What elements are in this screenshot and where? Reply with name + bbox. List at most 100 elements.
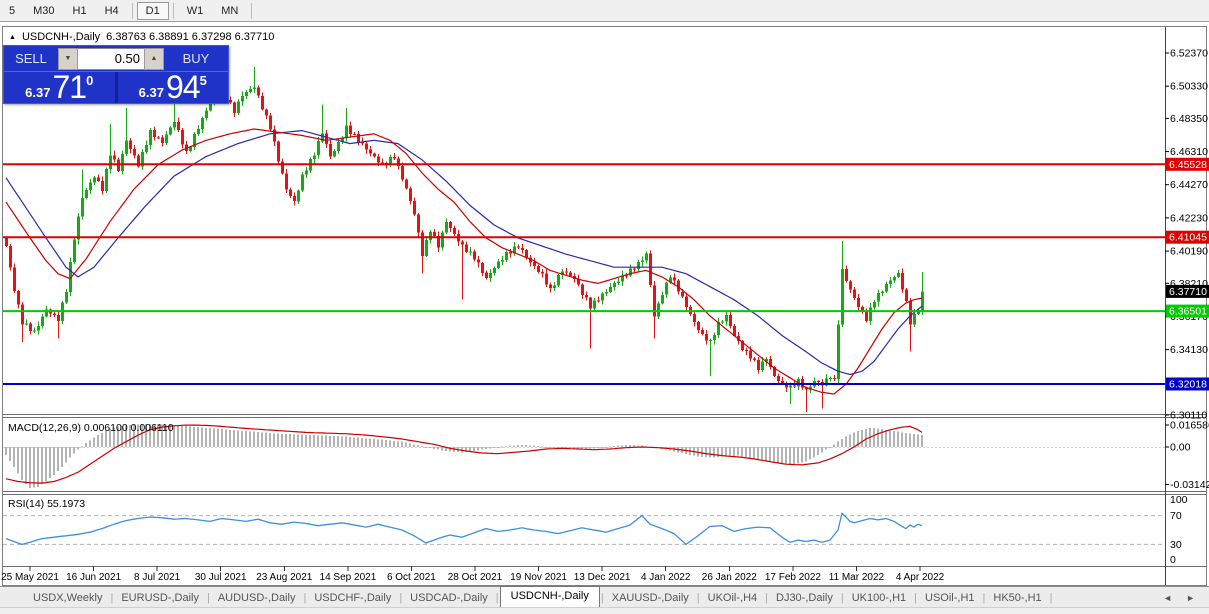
svg-text:6.37710: 6.37710 bbox=[1169, 286, 1207, 298]
svg-text:16 Jun 2021: 16 Jun 2021 bbox=[66, 572, 121, 583]
chart-frame bbox=[2, 26, 1207, 586]
svg-text:11 Mar 2022: 11 Mar 2022 bbox=[829, 572, 885, 583]
buy-price-big: 94 bbox=[165, 69, 201, 105]
chevron-up-icon: ▲ bbox=[150, 55, 158, 62]
chart-symbol-period: USDCNH-,Daily bbox=[21, 31, 101, 43]
svg-text:14 Sep 2021: 14 Sep 2021 bbox=[320, 572, 377, 583]
tab-separator: | bbox=[914, 591, 917, 604]
tab-hk50-h1[interactable]: HK50-,H1 bbox=[993, 591, 1042, 604]
rsi-label: RSI(14) 55.1973 bbox=[8, 498, 85, 510]
tab-separator: | bbox=[399, 591, 403, 604]
tab-separator: | bbox=[495, 591, 499, 604]
macd-label: MACD(12,26,9) 0.006100 0.006110 bbox=[8, 422, 174, 434]
buy-price-small: 6.37 bbox=[138, 85, 164, 100]
svg-text:6.41045: 6.41045 bbox=[1169, 232, 1207, 244]
chart-title-bar: ▲ USDCNH-,Daily 6.38763 6.38891 6.37298 … bbox=[9, 31, 274, 43]
status-strip bbox=[0, 607, 1209, 614]
tab-dj30-daily[interactable]: DJ30-,Daily bbox=[776, 591, 833, 604]
timeframe-button-mn[interactable]: MN bbox=[221, 4, 239, 17]
tab-separator: | bbox=[1049, 591, 1053, 604]
ma-slow-line bbox=[5, 129, 923, 376]
tab-audusd-daily[interactable]: AUDUSD-,Daily bbox=[217, 591, 296, 604]
svg-text:0: 0 bbox=[1170, 554, 1176, 566]
macd-signal-line bbox=[5, 424, 923, 484]
toolbar-separator bbox=[172, 2, 174, 19]
toolbar-separator bbox=[251, 2, 253, 19]
tab-separator: | bbox=[765, 591, 768, 604]
tab-usdcad-daily[interactable]: USDCAD-,Daily bbox=[410, 591, 488, 604]
tab-separator: | bbox=[696, 591, 700, 604]
timeframe-toolbar: 5 M30 H1 H4 D1 W1 MN bbox=[0, 0, 1209, 22]
svg-text:6.30110: 6.30110 bbox=[1170, 410, 1207, 422]
volume-decrease-button[interactable]: ▼ bbox=[58, 47, 78, 70]
svg-text:17 Feb 2022: 17 Feb 2022 bbox=[765, 572, 822, 583]
svg-text:28 Oct 2021: 28 Oct 2021 bbox=[448, 572, 503, 583]
chevron-down-icon: ▼ bbox=[64, 55, 72, 62]
tab-xauusd-daily[interactable]: XAUUSD-,Daily bbox=[611, 591, 689, 604]
tab-separator: | bbox=[840, 591, 844, 604]
buy-price-sup: 5 bbox=[199, 73, 207, 88]
tab-uk100-h1[interactable]: UK100-,H1 bbox=[851, 591, 907, 604]
tab-usdcnh-daily[interactable]: USDCNH-,Daily bbox=[499, 586, 600, 607]
rsi-axis-labels: 100 70 30 0 bbox=[1170, 494, 1188, 566]
svg-text:100: 100 bbox=[1170, 494, 1188, 506]
tab-scroll-arrows: ◄ ► bbox=[1163, 593, 1195, 603]
sell-button[interactable]: SELL bbox=[15, 51, 47, 66]
symbol-marker-icon: ▲ bbox=[9, 33, 16, 41]
buy-button[interactable]: BUY bbox=[182, 51, 210, 66]
sell-price-sup: 0 bbox=[86, 73, 94, 88]
svg-text:6.45528: 6.45528 bbox=[1169, 159, 1207, 171]
timeframe-button-5[interactable]: 5 bbox=[9, 4, 16, 17]
svg-text:6.48350: 6.48350 bbox=[1170, 113, 1208, 125]
svg-text:30: 30 bbox=[1170, 539, 1182, 551]
tab-separator: | bbox=[303, 591, 307, 604]
tab-scroll-right-icon[interactable]: ► bbox=[1186, 592, 1195, 603]
price-tags: 6.45528 6.41045 6.36501 6.32018 6.37710 bbox=[1166, 157, 1209, 391]
tab-scroll-left-icon[interactable]: ◄ bbox=[1163, 592, 1173, 603]
sell-price-big: 71 bbox=[52, 69, 87, 105]
timeframe-button-m30[interactable]: M30 bbox=[33, 4, 55, 17]
tab-separator: | bbox=[600, 591, 604, 604]
svg-text:6.40190: 6.40190 bbox=[1170, 246, 1208, 258]
svg-text:6.36501: 6.36501 bbox=[1169, 306, 1207, 318]
tab-usoil-h1[interactable]: USOil-,H1 bbox=[925, 591, 975, 604]
svg-text:70: 70 bbox=[1170, 510, 1182, 522]
toolbar-separator bbox=[131, 2, 133, 19]
tab-separator: | bbox=[206, 591, 210, 604]
svg-text:6.34130: 6.34130 bbox=[1170, 344, 1208, 356]
tab-eurusd-daily[interactable]: EURUSD-,Daily bbox=[121, 591, 199, 604]
svg-text:6.32018: 6.32018 bbox=[1169, 379, 1207, 391]
tab-usdx-weekly[interactable]: USDX,Weekly bbox=[33, 591, 103, 604]
tab-usdchf-daily[interactable]: USDCHF-,Daily bbox=[314, 591, 392, 604]
svg-text:6.44270: 6.44270 bbox=[1170, 179, 1208, 191]
svg-text:4 Jan 2022: 4 Jan 2022 bbox=[641, 572, 691, 583]
tab-separator: | bbox=[982, 591, 986, 604]
date-axis[interactable]: 25 May 2021 16 Jun 2021 8 Jul 2021 30 Jul 2… bbox=[1, 566, 945, 583]
chart-tabs-bar: USDX,Weekly | EURUSD-,Daily | AUDUSD-,Daily |… bbox=[0, 586, 1209, 608]
timeframe-button-h1[interactable]: H1 bbox=[72, 4, 87, 17]
svg-text:0.016586: 0.016586 bbox=[1170, 420, 1209, 432]
svg-text:19 Nov 2021: 19 Nov 2021 bbox=[510, 572, 567, 583]
svg-text:25 May 2021: 25 May 2021 bbox=[1, 572, 59, 583]
svg-text:23 Aug 2021: 23 Aug 2021 bbox=[256, 572, 313, 583]
rsi-line bbox=[5, 512, 923, 546]
timeframe-button-d1[interactable]: D1 bbox=[136, 1, 169, 20]
volume-input[interactable] bbox=[78, 47, 144, 70]
svg-text:6.42230: 6.42230 bbox=[1170, 212, 1208, 224]
svg-text:0.00: 0.00 bbox=[1170, 442, 1191, 454]
order-widget-prices: 6.37 71 0 6.37 94 5 bbox=[4, 69, 229, 105]
volume-increase-button[interactable]: ▲ bbox=[144, 47, 164, 70]
timeframe-button-h4[interactable]: H4 bbox=[104, 4, 119, 17]
tab-ukoil-h4[interactable]: UKOil-,H4 bbox=[707, 591, 758, 604]
buy-price-display[interactable]: 6.37 94 5 bbox=[114, 69, 229, 105]
svg-text:6 Oct 2021: 6 Oct 2021 bbox=[387, 572, 436, 583]
svg-text:4 Apr 2022: 4 Apr 2022 bbox=[896, 572, 945, 583]
svg-text:30 Jul 2021: 30 Jul 2021 bbox=[195, 572, 247, 583]
timeframe-button-w1[interactable]: W1 bbox=[186, 4, 204, 17]
sell-price-display[interactable]: 6.37 71 0 bbox=[4, 69, 115, 105]
svg-text:6.50330: 6.50330 bbox=[1170, 81, 1208, 93]
